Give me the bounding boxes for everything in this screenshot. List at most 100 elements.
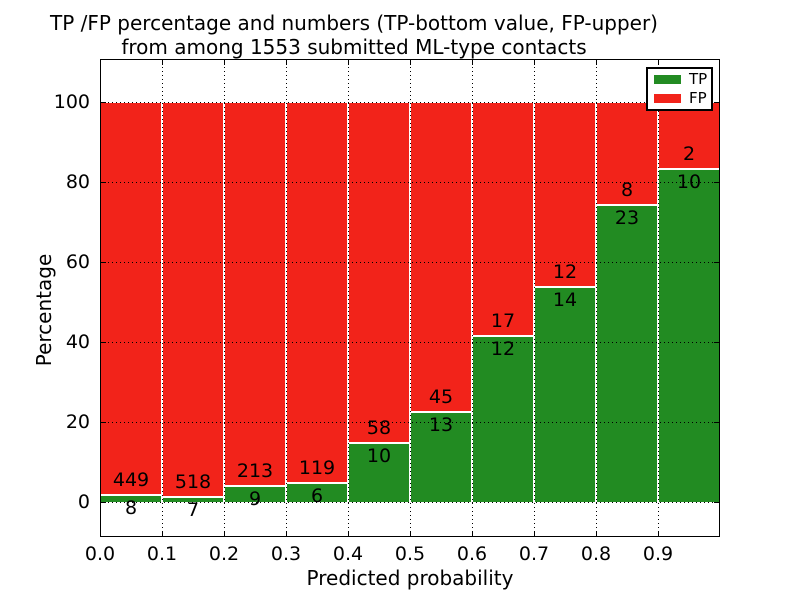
fp-count-label: 58 [366,417,392,440]
y-tick-label: 100 [53,91,90,113]
y-tick-mark-left [100,262,106,263]
vertical-gridline [596,59,597,537]
bar-edge-boundary [596,204,658,207]
bar-fp-segment [596,102,658,206]
x-tick-mark-bottom [719,531,720,537]
legend-entry-label: TP [689,70,708,89]
plot-area: TP FP 449 8 518 7 213 9 119 6 58 10 45 13 17 12 12 14 8 23… [100,59,720,537]
fp-count-label: 8 [620,179,634,202]
bar-tp-segment [348,443,410,502]
chart-title-line1: TP /FP percentage and numbers (TP-bottom… [50,11,658,35]
x-tick-mark-top [534,59,535,65]
x-tick-label: 0.5 [394,543,426,565]
fp-count-label: 518 [174,470,212,493]
bar-tp-segment [286,482,348,502]
y-tick-label: 60 [65,251,90,273]
x-tick-mark-top [719,59,720,65]
x-tick-mark-bottom [224,531,225,537]
x-tick-label: 0.1 [146,543,178,565]
x-tick-mark-bottom [100,531,101,537]
x-tick-label: 0.4 [332,543,364,565]
bar-tp-segment [596,205,658,502]
fp-count-label: 12 [552,260,578,283]
y-tick-mark-left [100,342,106,343]
bar-tp-segment [472,336,534,502]
y-tick-mark-left [100,102,106,103]
bar-fp-segment [224,102,286,486]
horizontal-gridline [100,342,720,343]
vertical-gridline [472,59,473,537]
legend-entry: TP [654,70,708,89]
bar-edge-boundary [658,167,720,170]
legend-color-swatch [654,93,681,103]
legend-entry-label: FP [689,88,707,107]
x-tick-label: 0.3 [270,543,302,565]
bar-fp-segment [472,102,534,337]
y-tick-mark-right [714,102,720,103]
horizontal-gridline [100,262,720,263]
bar-edge-boundary [100,493,162,496]
tp-count-label: 13 [428,414,454,437]
bar-tp-segment [534,286,596,502]
bar-tp-segment [162,496,224,502]
fp-count-label: 45 [428,386,454,409]
bar-fp-segment [658,102,720,169]
vertical-gridline [224,59,225,537]
y-tick-mark-right [714,262,720,263]
x-tick-mark-top [224,59,225,65]
bar-tp-segment [100,494,162,502]
x-tick-mark-bottom [596,531,597,537]
x-tick-label: 0.0 [84,543,116,565]
bar-fp-segment [100,102,162,495]
fp-count-label: 17 [490,310,516,333]
fp-count-label: 449 [112,468,150,491]
x-tick-mark-bottom [472,531,473,537]
x-tick-mark-top [472,59,473,65]
fp-count-label: 2 [682,142,696,165]
tp-count-label: 12 [490,338,516,361]
x-tick-mark-top [162,59,163,65]
tp-count-label: 14 [552,288,578,311]
x-tick-mark-top [658,59,659,65]
bar-fp-segment [348,102,410,444]
x-tick-mark-top [286,59,287,65]
y-tick-label: 0 [77,491,90,513]
y-tick-label: 20 [65,411,90,433]
x-tick-label: 0.7 [518,543,550,565]
tp-count-label: 23 [614,207,640,230]
bar-edge-boundary [224,484,286,487]
horizontal-gridline [100,502,720,503]
legend-entry: FP [654,88,707,107]
tp-count-label: 9 [248,487,262,510]
vertical-gridline [410,59,411,537]
legend-color-swatch [654,75,681,85]
legend: TP FP [646,67,713,111]
x-tick-label: 0.6 [456,543,488,565]
y-tick-mark-right [714,342,720,343]
tp-count-label: 7 [186,498,200,521]
vertical-gridline [162,59,163,537]
bar-tp-segment [658,168,720,502]
bar-tp-segment [224,485,286,502]
vertical-gridline [286,59,287,537]
x-tick-mark-bottom [410,531,411,537]
bar-fp-segment [162,102,224,497]
y-tick-mark-left [100,422,106,423]
bar-tp-segment [410,412,472,502]
bar-edge-boundary [472,335,534,338]
x-tick-mark-top [596,59,597,65]
bar-edge-boundary [286,481,348,484]
x-tick-mark-bottom [286,531,287,537]
bar-edge-boundary [348,442,410,445]
bar-fp-segment [286,102,348,483]
chart-title-line2: from among 1553 submitted ML-type contac… [121,35,587,59]
tp-count-label: 10 [676,170,702,193]
y-tick-mark-left [100,502,106,503]
tp-count-label: 6 [310,484,324,507]
x-tick-label: 0.8 [580,543,612,565]
x-tick-mark-bottom [658,531,659,537]
tp-count-label: 10 [366,445,392,468]
tp-count-label: 8 [124,496,138,519]
x-tick-mark-bottom [162,531,163,537]
